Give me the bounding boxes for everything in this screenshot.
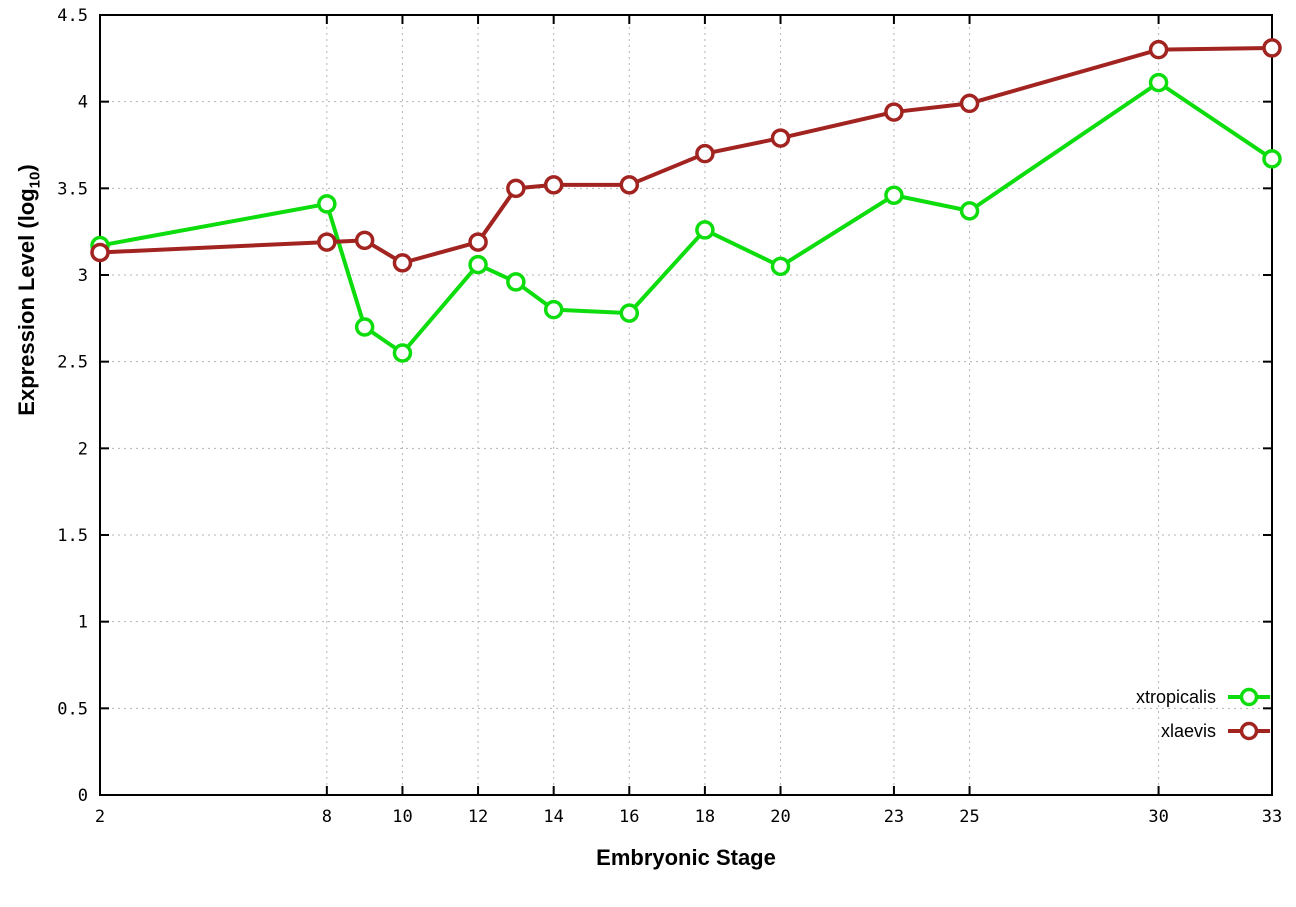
y-axis-title-close: ) — [14, 164, 39, 172]
x-tick-label: 30 — [1148, 807, 1168, 827]
data-point-xtropicalis — [506, 272, 526, 292]
data-point-xlaevis — [317, 232, 337, 252]
data-point-xlaevis — [543, 175, 564, 195]
x-tick-label: 14 — [543, 807, 563, 827]
data-point-xtropicalis — [884, 185, 904, 206]
data-point-xlaevis — [506, 178, 526, 199]
data-point-xlaevis — [959, 93, 980, 114]
y-tick-label: 0.5 — [57, 699, 88, 719]
x-tick-label: 2 — [95, 807, 105, 827]
data-point-xtropicalis — [317, 194, 337, 214]
x-tick-label: 25 — [959, 807, 979, 827]
data-point-xlaevis — [468, 232, 488, 252]
data-point-xtropicalis — [619, 303, 640, 323]
data-point-xlaevis — [1148, 39, 1169, 60]
data-point-xtropicalis — [959, 201, 980, 221]
data-point-xlaevis — [392, 253, 413, 273]
legend-label-xtropicalis: xtropicalis — [1135, 686, 1216, 707]
y-axis-title-text: Expression Level (log — [14, 188, 39, 416]
data-point-xlaevis — [90, 242, 110, 263]
y-tick-label: 3.5 — [57, 179, 88, 199]
y-tick-label: 4 — [78, 93, 88, 113]
legend-marker-xtropicalis-icon — [1228, 687, 1270, 707]
data-point-xtropicalis — [543, 299, 564, 320]
series-line-xtropicalis — [98, 80, 1274, 355]
data-point-xtropicalis — [392, 343, 413, 363]
data-point-xlaevis — [770, 128, 791, 148]
y-axis-title: Expression Level (log10) — [14, 60, 43, 520]
data-point-xtropicalis — [1262, 149, 1282, 169]
y-tick-label: 1.5 — [57, 526, 88, 546]
x-tick-label: 18 — [695, 807, 715, 827]
data-point-xtropicalis — [695, 220, 715, 240]
data-point-xlaevis — [695, 143, 715, 164]
plot-frame — [99, 14, 1273, 796]
data-point-xtropicalis — [770, 256, 791, 277]
legend-entry-xlaevis: xlaevis — [1136, 720, 1272, 742]
data-point-xtropicalis — [1148, 72, 1169, 93]
y-tick-label: 4.5 — [57, 6, 88, 26]
y-axis-title-subscript: 10 — [26, 171, 44, 189]
y-tick-label: 0 — [78, 786, 88, 806]
legend-entry-xtropicalis: xtropicalis — [1136, 686, 1272, 708]
x-tick-label: 23 — [884, 807, 904, 827]
x-axis-title: Embryonic Stage — [596, 845, 776, 870]
legend-label-xlaevis: xlaevis — [1160, 720, 1216, 741]
series-line-xlaevis — [98, 45, 1274, 265]
x-tick-label: 8 — [322, 807, 332, 827]
chart-legend: xtropicalis xlaevis — [1136, 686, 1272, 742]
x-tick-label: 20 — [770, 807, 790, 827]
data-point-xlaevis — [619, 175, 640, 195]
data-point-xlaevis — [354, 230, 375, 251]
data-point-xtropicalis — [468, 254, 488, 275]
y-tick-label: 1 — [78, 613, 88, 633]
data-point-xtropicalis — [354, 317, 375, 337]
x-tick-label: 10 — [392, 807, 412, 827]
data-point-xlaevis — [884, 102, 904, 122]
data-point-xlaevis — [1262, 38, 1282, 58]
x-tick-label: 12 — [468, 807, 488, 827]
y-tick-label: 2 — [78, 439, 88, 459]
legend-marker-xlaevis-icon — [1228, 721, 1270, 741]
y-tick-label: 3 — [78, 266, 88, 286]
y-tick-label: 2.5 — [57, 353, 88, 373]
x-tick-label: 33 — [1262, 807, 1282, 827]
x-tick-label: 16 — [619, 807, 639, 827]
